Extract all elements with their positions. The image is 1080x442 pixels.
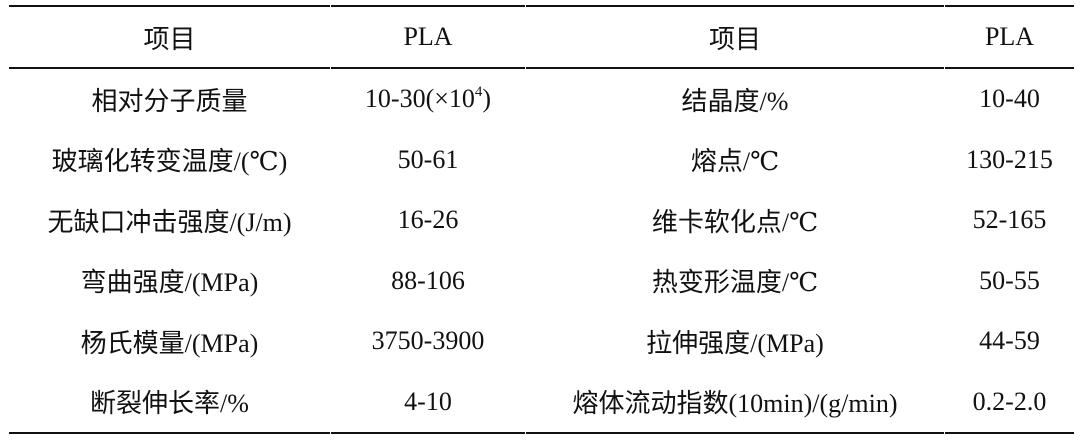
item-name: 断裂伸长率/% <box>9 372 330 434</box>
pla-value: 130-215 <box>966 144 1053 174</box>
pla-value: 4-10 <box>331 372 525 434</box>
item-name: 熔体流动指数(10min)/(g/min) <box>526 372 944 434</box>
pla-value: 0.2-2.0 <box>945 372 1074 434</box>
pla-value: 52-165 <box>972 205 1047 235</box>
table-row: 玻璃化转变温度/(℃) 50-61 熔点/℃ 130-215 <box>9 130 1074 191</box>
header-pla-1: PLA <box>331 5 525 69</box>
header-item-2: 项目 <box>526 5 944 69</box>
pla-value: 16-26 <box>397 205 459 235</box>
header-pla-2: PLA <box>945 5 1074 69</box>
table-row: 无缺口冲击强度/(J/m) 16-26 维卡软化点/℃ 52-165 <box>9 190 1074 251</box>
pla-value: 88-106 <box>391 265 465 295</box>
item-name: 热变形温度/℃ <box>651 268 819 298</box>
item-name: 结晶度/% <box>681 86 789 116</box>
table-row: 相对分子质量 10-30(×104) 结晶度/% 10-40 <box>9 69 1074 130</box>
item-name: 无缺口冲击强度/(J/m) <box>47 207 292 237</box>
item-name: 拉伸强度/(MPa) <box>646 328 824 358</box>
value-base: 10-30(×10 <box>364 84 475 114</box>
pla-value: 10-30(×104) <box>331 69 525 130</box>
table-row: 弯曲强度/(MPa) 88-106 热变形温度/℃ 50-55 <box>9 251 1074 312</box>
table-row: 断裂伸长率/% 4-10 熔体流动指数(10min)/(g/min) 0.2-2… <box>9 372 1074 434</box>
header-item-1: 项目 <box>9 5 330 69</box>
pla-value: 44-59 <box>979 326 1040 356</box>
item-name: 相对分子质量 <box>91 86 248 116</box>
value-tail: ) <box>482 84 492 114</box>
table-row: 杨氏模量/(MPa) 3750-3900 拉伸强度/(MPa) 44-59 <box>9 311 1074 372</box>
pla-value: 50-55 <box>979 265 1040 295</box>
pla-value: 3750-3900 <box>371 326 485 356</box>
item-name: 玻璃化转变温度/(℃) <box>51 147 288 177</box>
pla-value: 10-40 <box>979 84 1040 114</box>
item-name: 熔点/℃ <box>690 147 780 177</box>
item-name: 弯曲强度/(MPa) <box>80 268 259 298</box>
pla-value: 50-61 <box>397 144 459 174</box>
value-exponent: 4 <box>474 84 483 101</box>
item-name: 维卡软化点/℃ <box>651 207 819 237</box>
header-row: 项目 PLA 项目 PLA <box>9 5 1074 69</box>
item-name: 杨氏模量/(MPa) <box>80 328 259 358</box>
pla-properties-table: 项目 PLA 项目 PLA 相对分子质量 10-30(×104) 结晶度/% 1… <box>8 5 1075 434</box>
